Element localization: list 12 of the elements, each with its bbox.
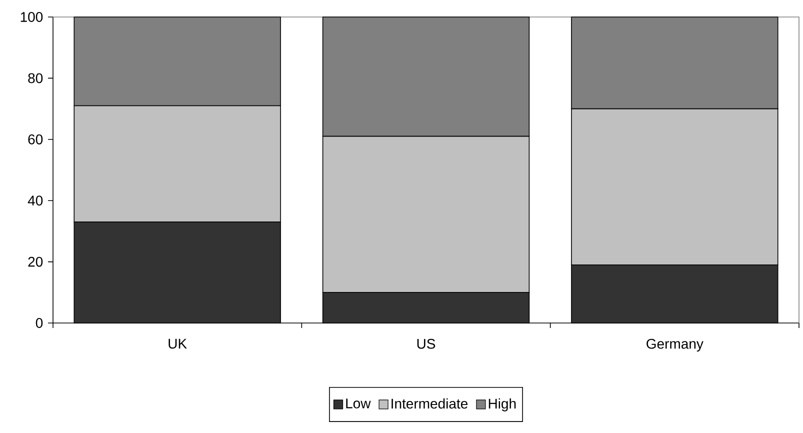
x-tick-label: US	[417, 338, 436, 349]
x-tick-label: UK	[168, 338, 187, 349]
y-tick-label: 0	[36, 318, 43, 328]
y-tick-label: 60	[28, 134, 43, 144]
x-tick-label: Germany	[646, 338, 704, 352]
legend-label: Low	[346, 398, 371, 408]
y-tick-label: 40	[28, 196, 43, 206]
y-tick-label: 80	[28, 73, 43, 84]
legend-label: Intermediate	[392, 398, 468, 409]
y-tick-label: 20	[28, 256, 43, 267]
legend-label: High	[488, 398, 516, 412]
y-tick-label: 100	[20, 12, 43, 22]
